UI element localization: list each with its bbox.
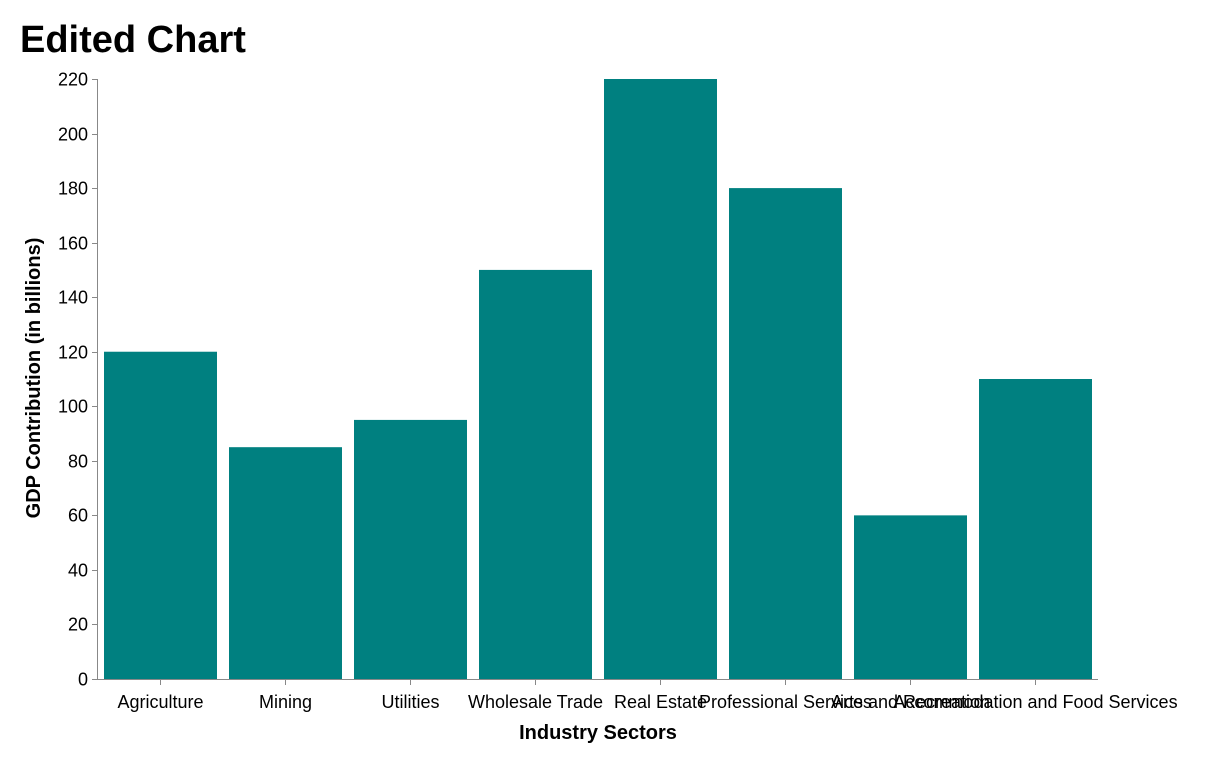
y-tick-label: 220	[58, 70, 88, 90]
x-tick-label: Arts and Recreation	[831, 692, 990, 712]
bar-professional-services	[729, 188, 842, 679]
x-tick-label: Wholesale Trade	[468, 692, 603, 712]
y-tick-label: 180	[58, 179, 88, 199]
x-tick-label: Professional Services	[699, 692, 872, 712]
x-tick-label: Real Estate	[614, 692, 707, 712]
y-tick-label: 160	[58, 234, 88, 254]
bar-utilities	[354, 419, 467, 679]
y-tick-label: 40	[68, 561, 88, 581]
bar-agriculture	[104, 351, 217, 679]
chart-title: Edited Chart	[20, 19, 246, 61]
bar-mining	[229, 447, 342, 679]
y-tick-label: 200	[58, 125, 88, 145]
x-tick-label: Mining	[259, 692, 312, 712]
y-tick-label: 20	[68, 615, 88, 635]
bars-group	[104, 79, 1092, 679]
y-tick-label: 120	[58, 343, 88, 363]
bar-real-estate	[604, 79, 717, 679]
y-tick-label: 100	[58, 397, 88, 417]
y-axis: 0 20 40 60 80 100 120 140 160 180 200 220	[58, 70, 98, 690]
y-tick-label: 140	[58, 288, 88, 308]
y-tick-label: 80	[68, 452, 88, 472]
y-tick-label: 0	[78, 670, 88, 690]
y-axis-title: GDP Contribution (in billions)	[23, 238, 45, 519]
bar-accommodation-and-food-services	[979, 379, 1092, 679]
x-tick-label: Utilities	[381, 692, 439, 712]
x-tick-label: Agriculture	[117, 692, 203, 712]
x-tick-label: Accommodation and Food Services	[893, 692, 1177, 712]
x-axis-title: Industry Sectors	[519, 722, 677, 744]
y-tick-label: 60	[68, 506, 88, 526]
bar-arts-and-recreation	[854, 515, 967, 679]
bar-wholesale-trade	[479, 269, 592, 679]
x-axis: Agriculture Mining Utilities Wholesale Trad…	[97, 679, 1178, 712]
